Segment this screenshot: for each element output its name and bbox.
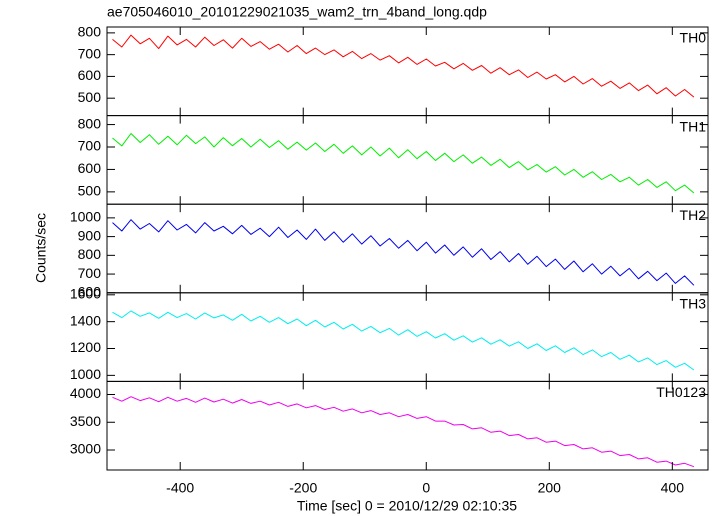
y-tick-label: 1200	[70, 339, 101, 355]
x-axis-label: Time [sec] 0 = 2010/12/29 02:10:35	[297, 498, 517, 514]
series-line	[112, 310, 695, 371]
y-tick-label: 3000	[70, 441, 101, 457]
series-line	[112, 396, 695, 468]
panel-frame	[106, 26, 709, 117]
series-name: TH0123	[656, 384, 706, 400]
y-tick-label: 1000	[70, 209, 101, 225]
y-tick-label: 700	[78, 265, 102, 281]
y-tick-label: 600	[78, 160, 102, 176]
series-name: TH0	[680, 30, 707, 46]
x-tick-label: -200	[289, 480, 317, 496]
series-name: TH2	[680, 207, 707, 223]
y-tick-label: 4000	[70, 385, 101, 401]
panel-frame	[106, 292, 709, 382]
series-name: TH3	[680, 296, 707, 312]
y-axis-label: Counts/sec	[33, 213, 49, 283]
chart-title: ae705046010_20101229021035_wam2_trn_4ban…	[107, 4, 487, 20]
y-tick-label: 700	[78, 138, 102, 154]
y-tick-label: 3500	[70, 413, 101, 429]
y-tick-label: 800	[78, 246, 102, 262]
y-tick-label: 500	[78, 89, 102, 105]
y-tick-label: 800	[78, 115, 102, 131]
y-tick-label: 1600	[70, 286, 101, 302]
y-tick-label: 600	[78, 284, 102, 300]
y-tick-label: 1000	[70, 366, 101, 382]
series-name: TH1	[680, 118, 707, 134]
panel-frame	[106, 380, 709, 471]
panel-frame	[106, 203, 709, 294]
x-tick-label: -400	[166, 480, 194, 496]
panel-frame	[106, 115, 709, 205]
y-tick-label: 500	[78, 183, 102, 199]
series-line	[112, 133, 695, 194]
x-tick-label: 200	[538, 480, 562, 496]
y-tick-label: 600	[78, 67, 102, 83]
y-tick-label: 700	[78, 45, 102, 61]
y-tick-label: 900	[78, 227, 102, 243]
series-line	[112, 34, 695, 98]
y-tick-label: 1400	[70, 312, 101, 328]
y-tick-label: 800	[78, 24, 102, 40]
x-tick-label: 400	[661, 480, 685, 496]
series-line	[112, 219, 695, 286]
x-tick-label: 0	[422, 480, 430, 496]
